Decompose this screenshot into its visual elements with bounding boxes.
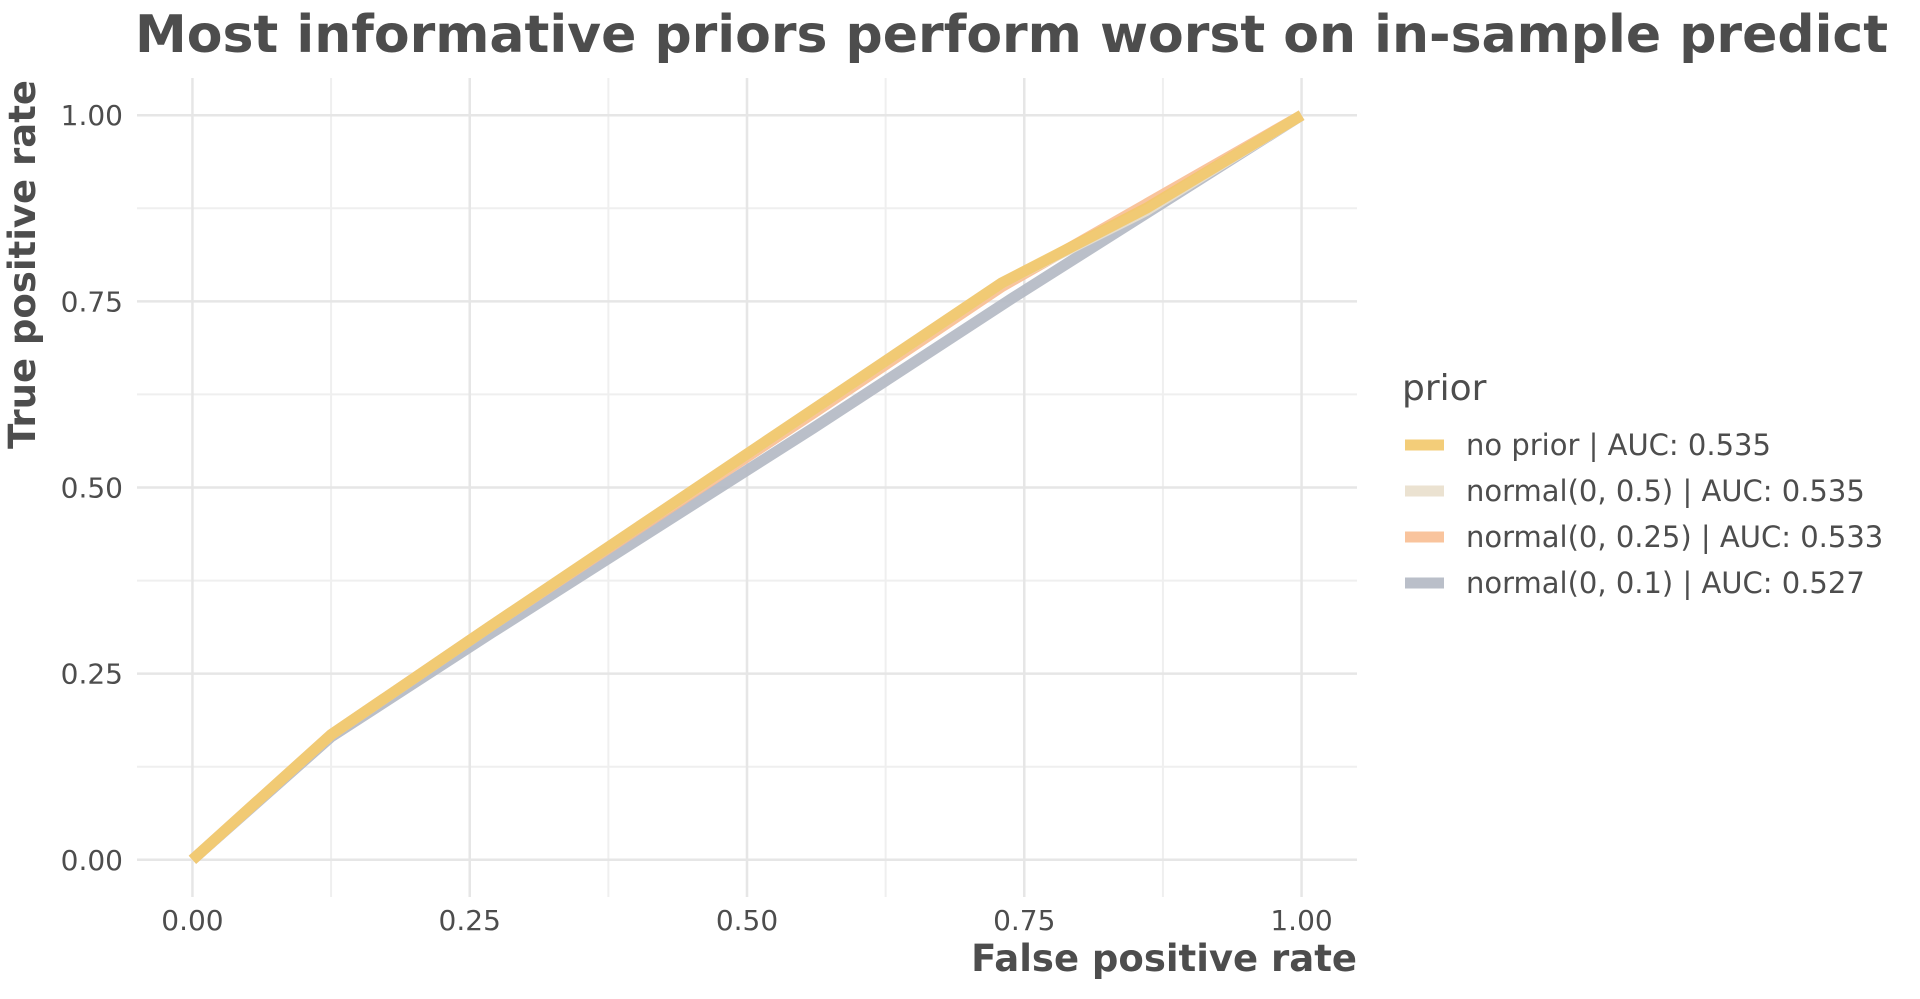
legend-label: normal(0, 0.25) | AUC: 0.533 — [1466, 520, 1883, 554]
x-tick-label: 0.25 — [439, 904, 501, 937]
legend-label: normal(0, 0.5) | AUC: 0.535 — [1466, 474, 1865, 508]
legend-items: no prior | AUC: 0.535 normal(0, 0.5) | AU… — [1405, 428, 1883, 600]
x-tick-label: 0.75 — [993, 904, 1055, 937]
x-tick-label: 0.00 — [161, 904, 223, 937]
y-tick-label: 0.75 — [61, 285, 123, 318]
x-tick-label: 0.50 — [716, 904, 778, 937]
legend-label: no prior | AUC: 0.535 — [1466, 428, 1771, 462]
x-tick-label: 1.00 — [1270, 904, 1332, 937]
y-tick-label: 0.50 — [61, 472, 123, 505]
y-axis-title: True positive rate — [1, 80, 44, 449]
chart-title: Most informative priors perform worst on… — [135, 5, 1888, 65]
legend: prior no prior | AUC: 0.535 normal(0, 0.5… — [1402, 368, 1883, 600]
y-tick-label: 1.00 — [61, 99, 123, 132]
tick-labels: 0.00 0.25 0.50 0.75 1.00 0.00 0.25 0.50 0.75 1.00 — [61, 99, 1333, 937]
series-line — [188, 110, 1305, 864]
legend-title: prior — [1402, 368, 1487, 409]
x-axis-title: False positive rate — [971, 937, 1357, 980]
y-tick-label: 0.00 — [61, 844, 123, 877]
series-lines — [188, 110, 1305, 864]
gridlines — [137, 78, 1357, 897]
y-tick-label: 0.25 — [61, 658, 123, 691]
legend-label: normal(0, 0.1) | AUC: 0.527 — [1466, 566, 1865, 600]
